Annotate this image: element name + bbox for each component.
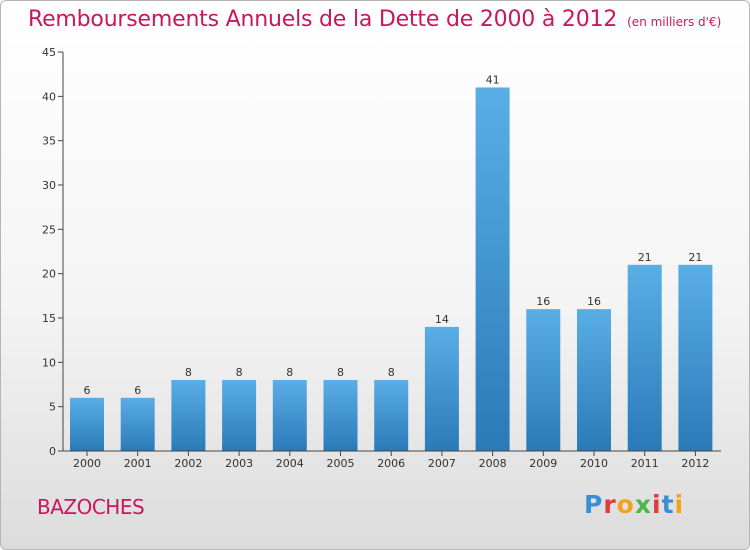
bar (222, 380, 257, 451)
data-label: 8 (337, 366, 344, 379)
bars-group: 6 6 8 8 8 8 8 14 41 16 16 21 21 (70, 73, 713, 451)
data-label: 14 (435, 313, 449, 326)
proxiti-logo: Proxiti (584, 490, 685, 519)
bar (526, 309, 561, 451)
data-label: 41 (486, 73, 500, 86)
x-tick-label: 2011 (631, 457, 659, 470)
x-tick-label: 2009 (529, 457, 557, 470)
data-label: 16 (587, 295, 601, 308)
bar (171, 380, 206, 451)
x-tick-label: 2006 (377, 457, 405, 470)
data-label: 6 (84, 384, 91, 397)
x-tick-label: 2000 (73, 457, 101, 470)
x-tick-label: 2005 (327, 457, 355, 470)
x-tick-label: 2001 (124, 457, 152, 470)
x-tick-label: 2003 (225, 457, 253, 470)
data-label: 16 (536, 295, 550, 308)
y-axis: 0 5 10 15 20 25 30 35 40 45 (42, 46, 64, 458)
data-label: 21 (688, 251, 702, 264)
chart-title: Remboursements Annuels de la Dette de 20… (28, 7, 618, 32)
bar (70, 397, 104, 451)
x-tick-label: 2010 (580, 457, 608, 470)
y-tick-label: 40 (42, 90, 56, 103)
bar (374, 380, 409, 451)
x-tick-label: 2002 (174, 457, 202, 470)
x-tick-label: 2008 (479, 457, 507, 470)
bar (678, 264, 713, 451)
chart-subtitle: (en milliers d'€) (627, 15, 722, 29)
bar (323, 380, 358, 451)
bar (424, 326, 459, 451)
bar (120, 397, 155, 451)
x-axis: 2000 2001 2002 2003 2004 2005 2006 2007 2008 2009… (63, 450, 721, 470)
y-tick-label: 35 (42, 135, 56, 148)
data-label: 8 (185, 366, 192, 379)
y-tick-label: 10 (42, 356, 56, 369)
data-label: 6 (134, 384, 141, 397)
commune-name: BAZOCHES (37, 495, 145, 519)
bar (475, 87, 510, 451)
x-tick-label: 2012 (681, 457, 709, 470)
bar (272, 380, 307, 451)
y-tick-label: 15 (42, 312, 56, 325)
y-tick-label: 30 (42, 179, 56, 192)
data-label: 8 (388, 366, 395, 379)
x-tick-label: 2004 (276, 457, 304, 470)
data-label: 8 (236, 366, 243, 379)
data-label: 21 (638, 251, 652, 264)
y-tick-label: 20 (42, 268, 56, 281)
y-tick-label: 45 (42, 46, 56, 59)
y-tick-label: 5 (49, 401, 56, 414)
bar (577, 309, 611, 451)
y-tick-label: 25 (42, 223, 56, 236)
data-label: 8 (286, 366, 293, 379)
y-tick-label: 0 (49, 445, 56, 458)
bar (627, 264, 662, 451)
x-tick-label: 2007 (428, 457, 456, 470)
title-row: Remboursements Annuels de la Dette de 20… (28, 7, 721, 32)
